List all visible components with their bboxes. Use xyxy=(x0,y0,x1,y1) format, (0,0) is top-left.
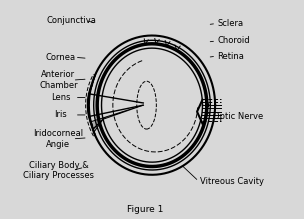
Text: Figure 1: Figure 1 xyxy=(127,205,164,214)
Text: Optic Nerve: Optic Nerve xyxy=(213,111,263,120)
Text: Iridocorneal
Angie: Iridocorneal Angie xyxy=(33,129,84,148)
Text: Anterior
Chamber: Anterior Chamber xyxy=(39,71,78,90)
Text: Retina: Retina xyxy=(217,52,244,61)
Text: Iris: Iris xyxy=(54,110,67,119)
Text: Cornea: Cornea xyxy=(46,53,76,62)
Text: Ciliary Body &
Ciliary Processes: Ciliary Body & Ciliary Processes xyxy=(23,161,94,180)
Text: Lens: Lens xyxy=(51,93,70,102)
Text: Sclera: Sclera xyxy=(217,19,244,28)
Text: Vitreous Cavity: Vitreous Cavity xyxy=(200,177,264,186)
Text: Choroid: Choroid xyxy=(217,36,250,46)
Polygon shape xyxy=(91,105,143,132)
Text: Conjunctiva: Conjunctiva xyxy=(47,16,96,25)
